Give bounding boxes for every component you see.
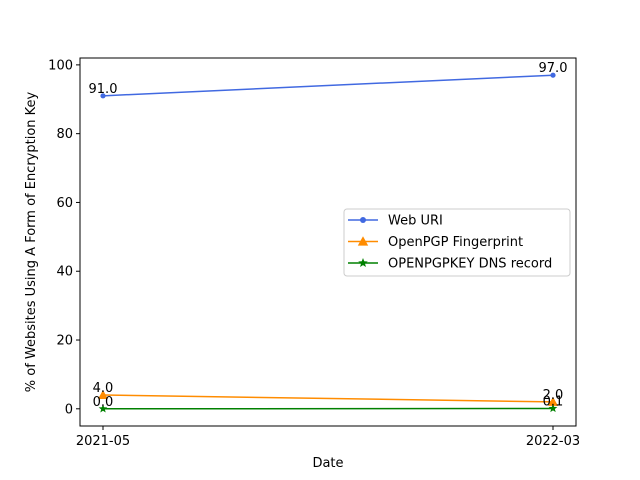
legend: Web URI OpenPGP Fingerprint OPENPGPKEY DNS… xyxy=(343,208,571,277)
data-point-openpgp-fingerprint xyxy=(548,396,558,406)
y-tick-label: 60 xyxy=(56,196,73,211)
data-point-openpgpkey-dns-record xyxy=(548,403,558,413)
data-label-web-uri: 97.0 xyxy=(539,61,568,76)
x-axis-title: Date xyxy=(312,456,343,471)
data-point-web-uri xyxy=(550,72,556,78)
plot-frame xyxy=(79,57,577,427)
legend-label-web-uri: Web URI xyxy=(388,214,443,229)
axis-ticks: 0 20 40 60 80 100 2021-05 2022-03 xyxy=(48,58,580,449)
data-label-openpgpkey-dns-record: 0.1 xyxy=(543,394,564,409)
data-point-openpgp-fingerprint xyxy=(98,390,108,400)
x-tick-label: 2021-05 xyxy=(76,434,130,449)
data-label-openpgpkey-dns-record: 0.0 xyxy=(93,395,114,410)
y-tick-label: 40 xyxy=(56,265,73,280)
data-point-openpgpkey-dns-record xyxy=(98,404,108,413)
x-tick-label: 2022-03 xyxy=(526,434,580,449)
data-point-web-uri xyxy=(100,93,106,99)
series-line-web-uri xyxy=(102,74,554,97)
y-axis-title: % of Websites Using A Form of Encryption… xyxy=(24,91,39,392)
legend-marker-openpgpkey-dns-record xyxy=(358,258,368,268)
plot-series xyxy=(98,72,558,413)
y-tick-label: 20 xyxy=(56,334,73,349)
legend-box xyxy=(343,208,571,277)
y-tick-label: 100 xyxy=(48,58,73,73)
series-line-openpgp-fingerprint xyxy=(102,394,554,403)
data-label-openpgp-fingerprint: 4.0 xyxy=(93,381,114,396)
legend-label-openpgpkey-dns-record: OPENPGPKEY DNS record xyxy=(388,257,552,272)
y-tick-label: 0 xyxy=(65,402,73,417)
data-label-web-uri: 91.0 xyxy=(89,82,118,97)
legend-label-openpgp-fingerprint: OpenPGP Fingerprint xyxy=(388,235,523,250)
data-labels: 91.0 97.0 4.0 2.0 0.0 0.1 xyxy=(89,61,568,410)
legend-marker-openpgp-fingerprint xyxy=(357,236,369,246)
data-label-openpgp-fingerprint: 2.0 xyxy=(543,388,564,403)
y-tick-label: 80 xyxy=(56,127,73,142)
legend-marker-web-uri xyxy=(360,217,366,223)
